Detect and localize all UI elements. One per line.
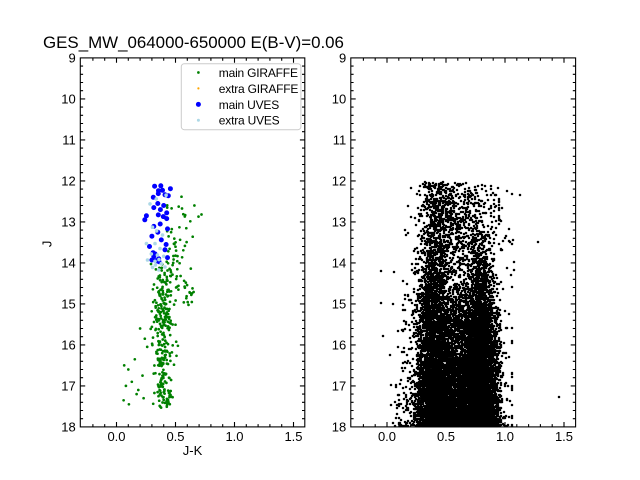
svg-text:16: 16 — [61, 338, 75, 353]
svg-text:18: 18 — [61, 420, 75, 435]
svg-text:1.5: 1.5 — [555, 429, 573, 444]
svg-text:15: 15 — [61, 297, 75, 312]
svg-text:main GIRAFFE: main GIRAFFE — [219, 66, 298, 80]
svg-text:0.5: 0.5 — [166, 429, 184, 444]
svg-text:extra GIRAFFE: extra GIRAFFE — [219, 82, 299, 96]
svg-text:9: 9 — [68, 51, 75, 66]
svg-text:17: 17 — [61, 379, 75, 394]
svg-text:9: 9 — [339, 51, 346, 66]
svg-text:1.5: 1.5 — [284, 429, 302, 444]
svg-text:13: 13 — [332, 215, 346, 230]
svg-text:18: 18 — [332, 420, 346, 435]
svg-text:0.5: 0.5 — [437, 429, 455, 444]
svg-text:11: 11 — [62, 133, 76, 148]
svg-text:extra UVES: extra UVES — [219, 114, 280, 128]
svg-text:11: 11 — [333, 133, 347, 148]
svg-text:0.0: 0.0 — [378, 429, 396, 444]
svg-text:1.0: 1.0 — [496, 429, 514, 444]
svg-text:13: 13 — [61, 215, 75, 230]
svg-text:main UVES: main UVES — [219, 98, 279, 112]
svg-text:GES_MW_064000-650000 E(B-V)=0.: GES_MW_064000-650000 E(B-V)=0.06 — [43, 33, 344, 52]
svg-text:14: 14 — [61, 256, 75, 271]
svg-text:10: 10 — [332, 92, 346, 107]
svg-text:0.0: 0.0 — [107, 429, 125, 444]
svg-text:J: J — [39, 241, 54, 248]
svg-text:12: 12 — [332, 174, 346, 189]
svg-text:1.0: 1.0 — [225, 429, 243, 444]
svg-text:14: 14 — [332, 256, 346, 271]
svg-text:J-K: J-K — [183, 443, 203, 458]
svg-text:10: 10 — [61, 92, 75, 107]
svg-text:12: 12 — [61, 174, 75, 189]
svg-text:17: 17 — [332, 379, 346, 394]
svg-text:16: 16 — [332, 338, 346, 353]
svg-text:15: 15 — [332, 297, 346, 312]
